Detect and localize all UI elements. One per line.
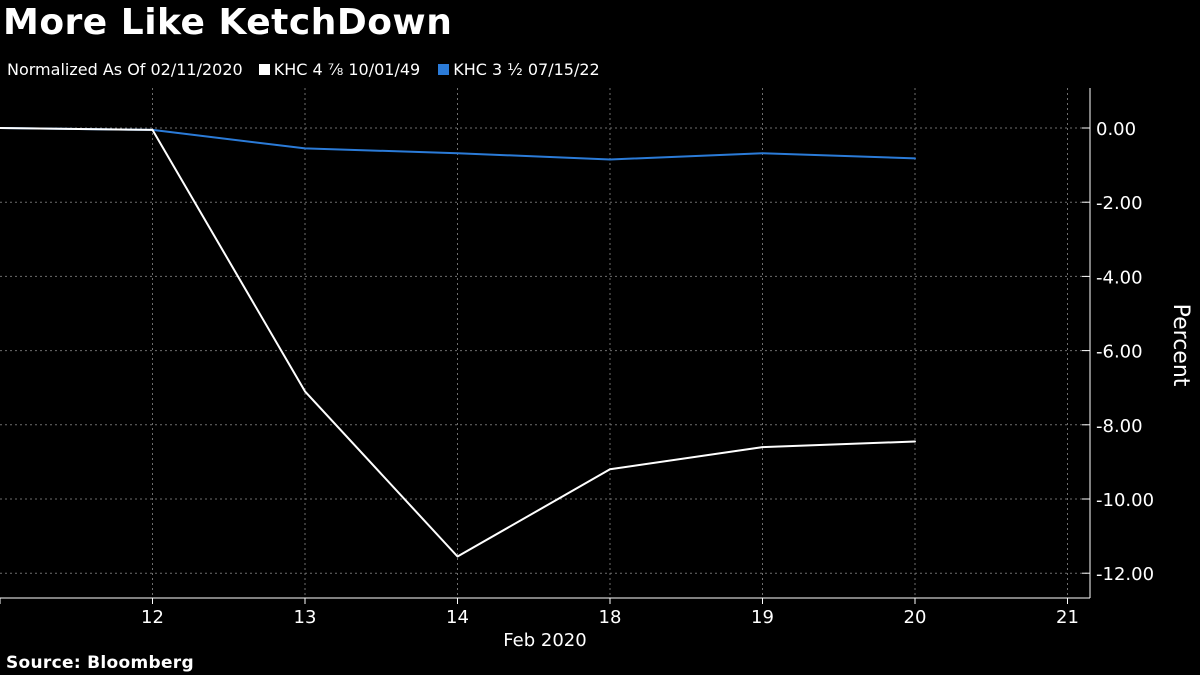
- source-note: Source: Bloomberg: [6, 653, 194, 673]
- x-tick-label: 13: [294, 607, 317, 628]
- legend-entry-khc-2022: KHC 3 ½ 07/15/22: [438, 60, 600, 79]
- legend-swatch-blue: [438, 64, 450, 75]
- legend-label-khc-2022: KHC 3 ½ 07/15/22: [453, 60, 600, 79]
- x-axis-title: Feb 2020: [503, 630, 586, 651]
- x-tick-label: 21: [1056, 607, 1079, 628]
- legend-entry-khc-2049: KHC 4 ⅞ 10/01/49: [258, 60, 421, 79]
- x-tick-label: 14: [446, 607, 469, 628]
- y-tick-label: -8.00: [1096, 416, 1143, 437]
- y-tick-label: 0.00: [1096, 119, 1136, 140]
- y-tick-label: -4.00: [1096, 267, 1143, 288]
- legend: Normalized As Of 02/11/2020 KHC 4 ⅞ 10/0…: [7, 60, 618, 79]
- legend-normalized-label: Normalized As Of 02/11/2020: [7, 60, 243, 79]
- y-tick-label: -6.00: [1096, 342, 1143, 363]
- x-tick-label: 18: [599, 607, 622, 628]
- y-tick-label: -12.00: [1096, 564, 1154, 585]
- y-tick-label: -10.00: [1096, 490, 1154, 511]
- series-line-khc-2049: [0, 127, 916, 558]
- y-axis-title: Percent: [1168, 304, 1193, 387]
- x-tick-label: 20: [904, 607, 927, 628]
- legend-label-khc-2049: KHC 4 ⅞ 10/01/49: [273, 60, 421, 79]
- y-tick-label: -2.00: [1096, 193, 1143, 214]
- x-tick-label: 19: [751, 607, 774, 628]
- x-tick-label: 12: [141, 607, 164, 628]
- legend-swatch-white: [258, 64, 270, 75]
- chart-title: More Like KetchDown: [3, 2, 453, 43]
